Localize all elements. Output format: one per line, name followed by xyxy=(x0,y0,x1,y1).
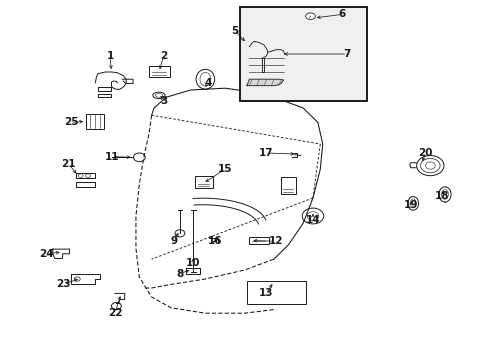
Bar xyxy=(249,237,268,244)
Ellipse shape xyxy=(196,69,214,89)
Bar xyxy=(281,177,295,194)
Circle shape xyxy=(85,174,90,177)
Circle shape xyxy=(302,208,323,224)
Text: 2: 2 xyxy=(160,51,167,61)
Text: 21: 21 xyxy=(61,159,76,169)
Text: 1: 1 xyxy=(106,51,113,61)
Text: 17: 17 xyxy=(259,148,273,158)
Circle shape xyxy=(78,174,83,177)
Bar xyxy=(149,66,169,77)
Ellipse shape xyxy=(200,72,210,86)
Ellipse shape xyxy=(152,92,165,99)
Text: 4: 4 xyxy=(203,78,211,88)
Text: 3: 3 xyxy=(160,96,167,106)
Circle shape xyxy=(133,153,145,162)
Text: 6: 6 xyxy=(338,9,345,19)
Circle shape xyxy=(306,212,318,220)
Text: 18: 18 xyxy=(434,191,449,201)
Text: 12: 12 xyxy=(268,236,283,246)
Ellipse shape xyxy=(441,189,447,199)
Circle shape xyxy=(111,302,121,310)
Ellipse shape xyxy=(155,94,162,97)
Text: 22: 22 xyxy=(107,308,122,318)
Circle shape xyxy=(416,156,443,176)
Text: 8: 8 xyxy=(176,269,183,279)
Text: 15: 15 xyxy=(217,164,232,174)
Bar xyxy=(85,114,104,129)
Text: 14: 14 xyxy=(305,215,320,225)
Bar xyxy=(194,176,213,188)
Text: 9: 9 xyxy=(170,236,177,246)
Circle shape xyxy=(425,162,434,169)
Text: 7: 7 xyxy=(343,49,350,59)
Bar xyxy=(246,281,305,304)
Circle shape xyxy=(420,158,439,173)
Text: 20: 20 xyxy=(417,148,432,158)
Text: 11: 11 xyxy=(105,152,120,162)
Text: 25: 25 xyxy=(63,117,78,127)
Ellipse shape xyxy=(407,197,418,210)
Text: 5: 5 xyxy=(231,26,238,36)
Text: 10: 10 xyxy=(185,258,200,268)
Text: 16: 16 xyxy=(207,236,222,246)
Ellipse shape xyxy=(409,199,415,208)
Bar xyxy=(239,7,366,101)
Text: 23: 23 xyxy=(56,279,71,289)
Circle shape xyxy=(175,230,184,237)
Text: 24: 24 xyxy=(39,249,54,259)
Polygon shape xyxy=(246,79,283,86)
Ellipse shape xyxy=(305,13,315,19)
Text: 13: 13 xyxy=(259,288,273,298)
Circle shape xyxy=(74,277,80,281)
Text: 19: 19 xyxy=(403,200,417,210)
Ellipse shape xyxy=(438,187,450,202)
